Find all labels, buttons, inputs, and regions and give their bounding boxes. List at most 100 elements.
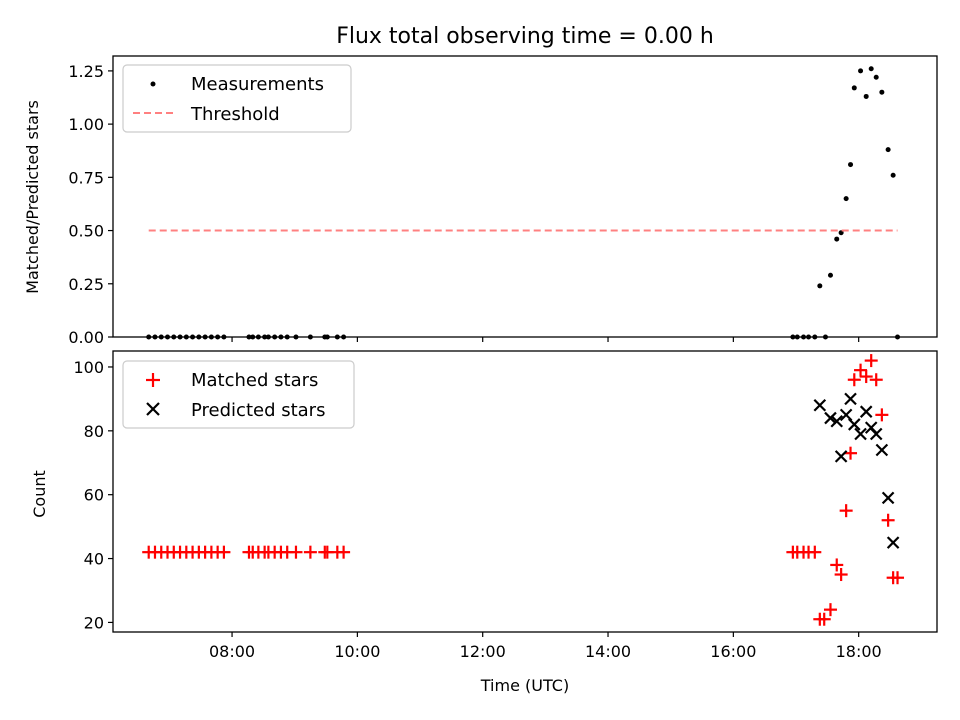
top-ytick-label: 0.50 bbox=[68, 222, 104, 241]
measurement-point bbox=[817, 283, 823, 289]
matched-star-marker bbox=[881, 513, 895, 527]
top-panel: 0.00 0.25 0.50 0.75 1.00 1.25 Matched/Predict… bbox=[23, 55, 938, 347]
matched-star-marker bbox=[875, 408, 889, 422]
predicted-star-marker bbox=[881, 491, 895, 505]
predicted-star-marker bbox=[886, 536, 900, 549]
bottom-xtick-label: 16:00 bbox=[710, 642, 756, 661]
x-stroke-b bbox=[848, 418, 861, 431]
x-stroke-b bbox=[854, 427, 867, 441]
predicted-star-marker bbox=[875, 443, 889, 457]
matched-star-marker bbox=[891, 571, 905, 585]
x-stroke-b bbox=[834, 450, 848, 463]
matched-star-marker bbox=[839, 504, 853, 518]
matched-star-marker bbox=[823, 603, 837, 617]
legend-predicted-label: Predicted stars bbox=[191, 400, 325, 421]
matched-star-marker bbox=[847, 373, 861, 387]
matched-star-marker bbox=[844, 446, 858, 460]
bottom-xticks: 08:00 10:00 12:00 14:00 16:00 18:00 bbox=[209, 632, 882, 661]
top-y-axis-title: Matched/Predicted stars bbox=[23, 100, 42, 294]
x-stroke-b bbox=[881, 491, 895, 505]
x-stroke-b bbox=[839, 408, 853, 422]
legend-threshold-label: Threshold bbox=[190, 104, 280, 125]
bottom-ytick-label: 40 bbox=[84, 550, 104, 569]
matched-star-marker bbox=[817, 612, 831, 626]
x-stroke-b bbox=[813, 399, 827, 412]
bottom-yticks: 20 40 60 80 100 bbox=[73, 358, 113, 632]
x-stroke-b bbox=[875, 443, 889, 457]
legend-measurements-marker bbox=[150, 81, 156, 87]
measurement-point bbox=[848, 162, 854, 168]
bottom-ytick-label: 100 bbox=[73, 358, 104, 377]
measurement-point bbox=[851, 85, 857, 91]
predicted-star-marker bbox=[854, 427, 867, 441]
matched-star-marker bbox=[859, 370, 873, 384]
x-stroke-b bbox=[824, 411, 837, 425]
top-marks bbox=[146, 66, 901, 340]
matched-star-marker bbox=[217, 545, 231, 559]
top-axes-frame bbox=[112, 55, 938, 338]
top-ytick-label: 1.00 bbox=[68, 115, 104, 134]
measurement-point bbox=[879, 89, 885, 95]
top-ytick-label: 0.00 bbox=[68, 328, 104, 347]
measurement-point bbox=[834, 236, 840, 242]
top-ytick-label: 0.25 bbox=[68, 275, 104, 294]
measurement-point bbox=[873, 74, 879, 80]
bottom-xtick-label: 14:00 bbox=[585, 642, 631, 661]
matched-star-marker bbox=[808, 545, 822, 559]
bottom-xtick-label: 08:00 bbox=[209, 642, 255, 661]
top-xticks bbox=[231, 337, 860, 342]
matched-star-marker bbox=[869, 373, 883, 387]
matched-star-marker bbox=[289, 545, 303, 559]
matched-star-marker bbox=[303, 545, 317, 559]
measurement-point bbox=[858, 68, 864, 74]
measurement-point bbox=[827, 272, 833, 278]
bottom-ytick-label: 20 bbox=[84, 613, 104, 632]
bottom-marks bbox=[142, 354, 905, 626]
top-ytick-label: 0.75 bbox=[68, 168, 104, 187]
x-stroke-b bbox=[869, 427, 883, 441]
x-stroke-b bbox=[886, 536, 900, 549]
matched-star-marker bbox=[864, 354, 878, 368]
top-yticks: 0.00 0.25 0.50 0.75 1.00 1.25 bbox=[68, 62, 113, 347]
top-ytick-label: 1.25 bbox=[68, 62, 104, 81]
bottom-ytick-label: 80 bbox=[84, 422, 104, 441]
x-stroke-b bbox=[864, 421, 878, 434]
predicted-star-marker bbox=[834, 450, 848, 463]
predicted-star-marker bbox=[848, 418, 861, 431]
top-legend: Measurements Threshold bbox=[122, 64, 352, 133]
bottom-panel: 20 40 60 80 100 08:00 10:00 12:00 14:00 16:00 18:… bbox=[30, 350, 938, 695]
predicted-star-marker bbox=[869, 427, 883, 441]
x-stroke-b bbox=[830, 414, 844, 428]
bottom-axes-frame bbox=[112, 350, 938, 633]
x-stroke-b bbox=[844, 392, 857, 406]
predicted-star-marker bbox=[844, 392, 857, 406]
predicted-star-marker bbox=[813, 399, 827, 412]
legend-matched-label: Matched stars bbox=[191, 370, 318, 391]
measurement-point bbox=[890, 172, 896, 178]
bottom-xtick-label: 10:00 bbox=[334, 642, 380, 661]
predicted-star-marker bbox=[859, 405, 873, 418]
bottom-y-axis-title: Count bbox=[30, 470, 49, 518]
bottom-ytick-label: 60 bbox=[84, 486, 104, 505]
matched-star-marker bbox=[834, 568, 848, 582]
matched-star-marker bbox=[830, 558, 844, 572]
bottom-xtick-label: 12:00 bbox=[460, 642, 506, 661]
x-axis-title: Time (UTC) bbox=[480, 676, 569, 695]
bottom-xtick-label: 18:00 bbox=[836, 642, 882, 661]
measurement-point bbox=[843, 196, 849, 202]
measurement-point bbox=[863, 93, 869, 99]
chart-title: Flux total observing time = 0.00 h bbox=[336, 24, 714, 49]
x-stroke-b bbox=[859, 405, 873, 418]
predicted-star-marker bbox=[824, 411, 837, 425]
legend-matched-marker bbox=[146, 373, 160, 387]
legend-measurements-label: Measurements bbox=[191, 74, 324, 95]
legend-predicted-marker bbox=[146, 402, 160, 416]
top-legend-box bbox=[122, 64, 352, 133]
predicted-star-marker bbox=[830, 414, 844, 428]
measurement-point bbox=[885, 147, 891, 153]
matched-star-marker bbox=[854, 363, 868, 377]
bottom-legend-box bbox=[122, 360, 355, 429]
measurement-point bbox=[868, 66, 874, 72]
bottom-legend: Matched stars Predicted stars bbox=[122, 360, 355, 429]
matched-star-marker bbox=[337, 545, 351, 559]
